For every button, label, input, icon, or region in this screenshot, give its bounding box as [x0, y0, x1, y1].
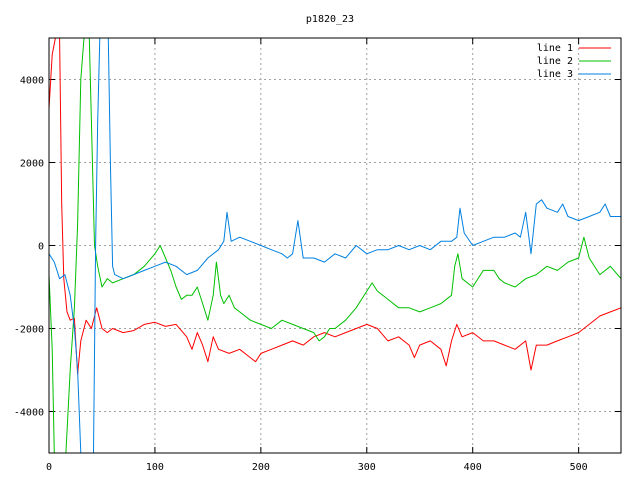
legend-label-1: line 1 [537, 43, 573, 54]
series-group [49, 38, 621, 453]
plot-frame [48, 37, 622, 454]
legend-label-3: line 3 [537, 69, 573, 80]
grid [49, 38, 621, 453]
x-tick-label: 0 [46, 462, 52, 473]
legend-label-2: line 2 [537, 56, 573, 67]
legend: line 1 line 2 line 3 [537, 43, 611, 80]
y-tick-label: -4000 [14, 408, 44, 419]
y-tick-label: -2000 [14, 325, 44, 336]
y-tick-label: 2000 [20, 159, 44, 170]
y-tick-label: 4000 [20, 76, 44, 87]
series-line-3 [49, 38, 621, 453]
x-tick-label: 500 [570, 462, 588, 473]
series-line-1 [49, 38, 621, 375]
x-tick-label: 300 [358, 462, 376, 473]
x-tick-label: 200 [252, 462, 270, 473]
series-line-2 [49, 38, 621, 453]
axis-ticks: 0 100 200 300 400 500 -4000 -2000 0 2000 4000 [14, 38, 621, 473]
chart-title: p1820_23 [306, 14, 354, 25]
x-tick-label: 400 [464, 462, 482, 473]
x-tick-label: 100 [146, 462, 164, 473]
y-tick-label: 0 [38, 242, 44, 253]
